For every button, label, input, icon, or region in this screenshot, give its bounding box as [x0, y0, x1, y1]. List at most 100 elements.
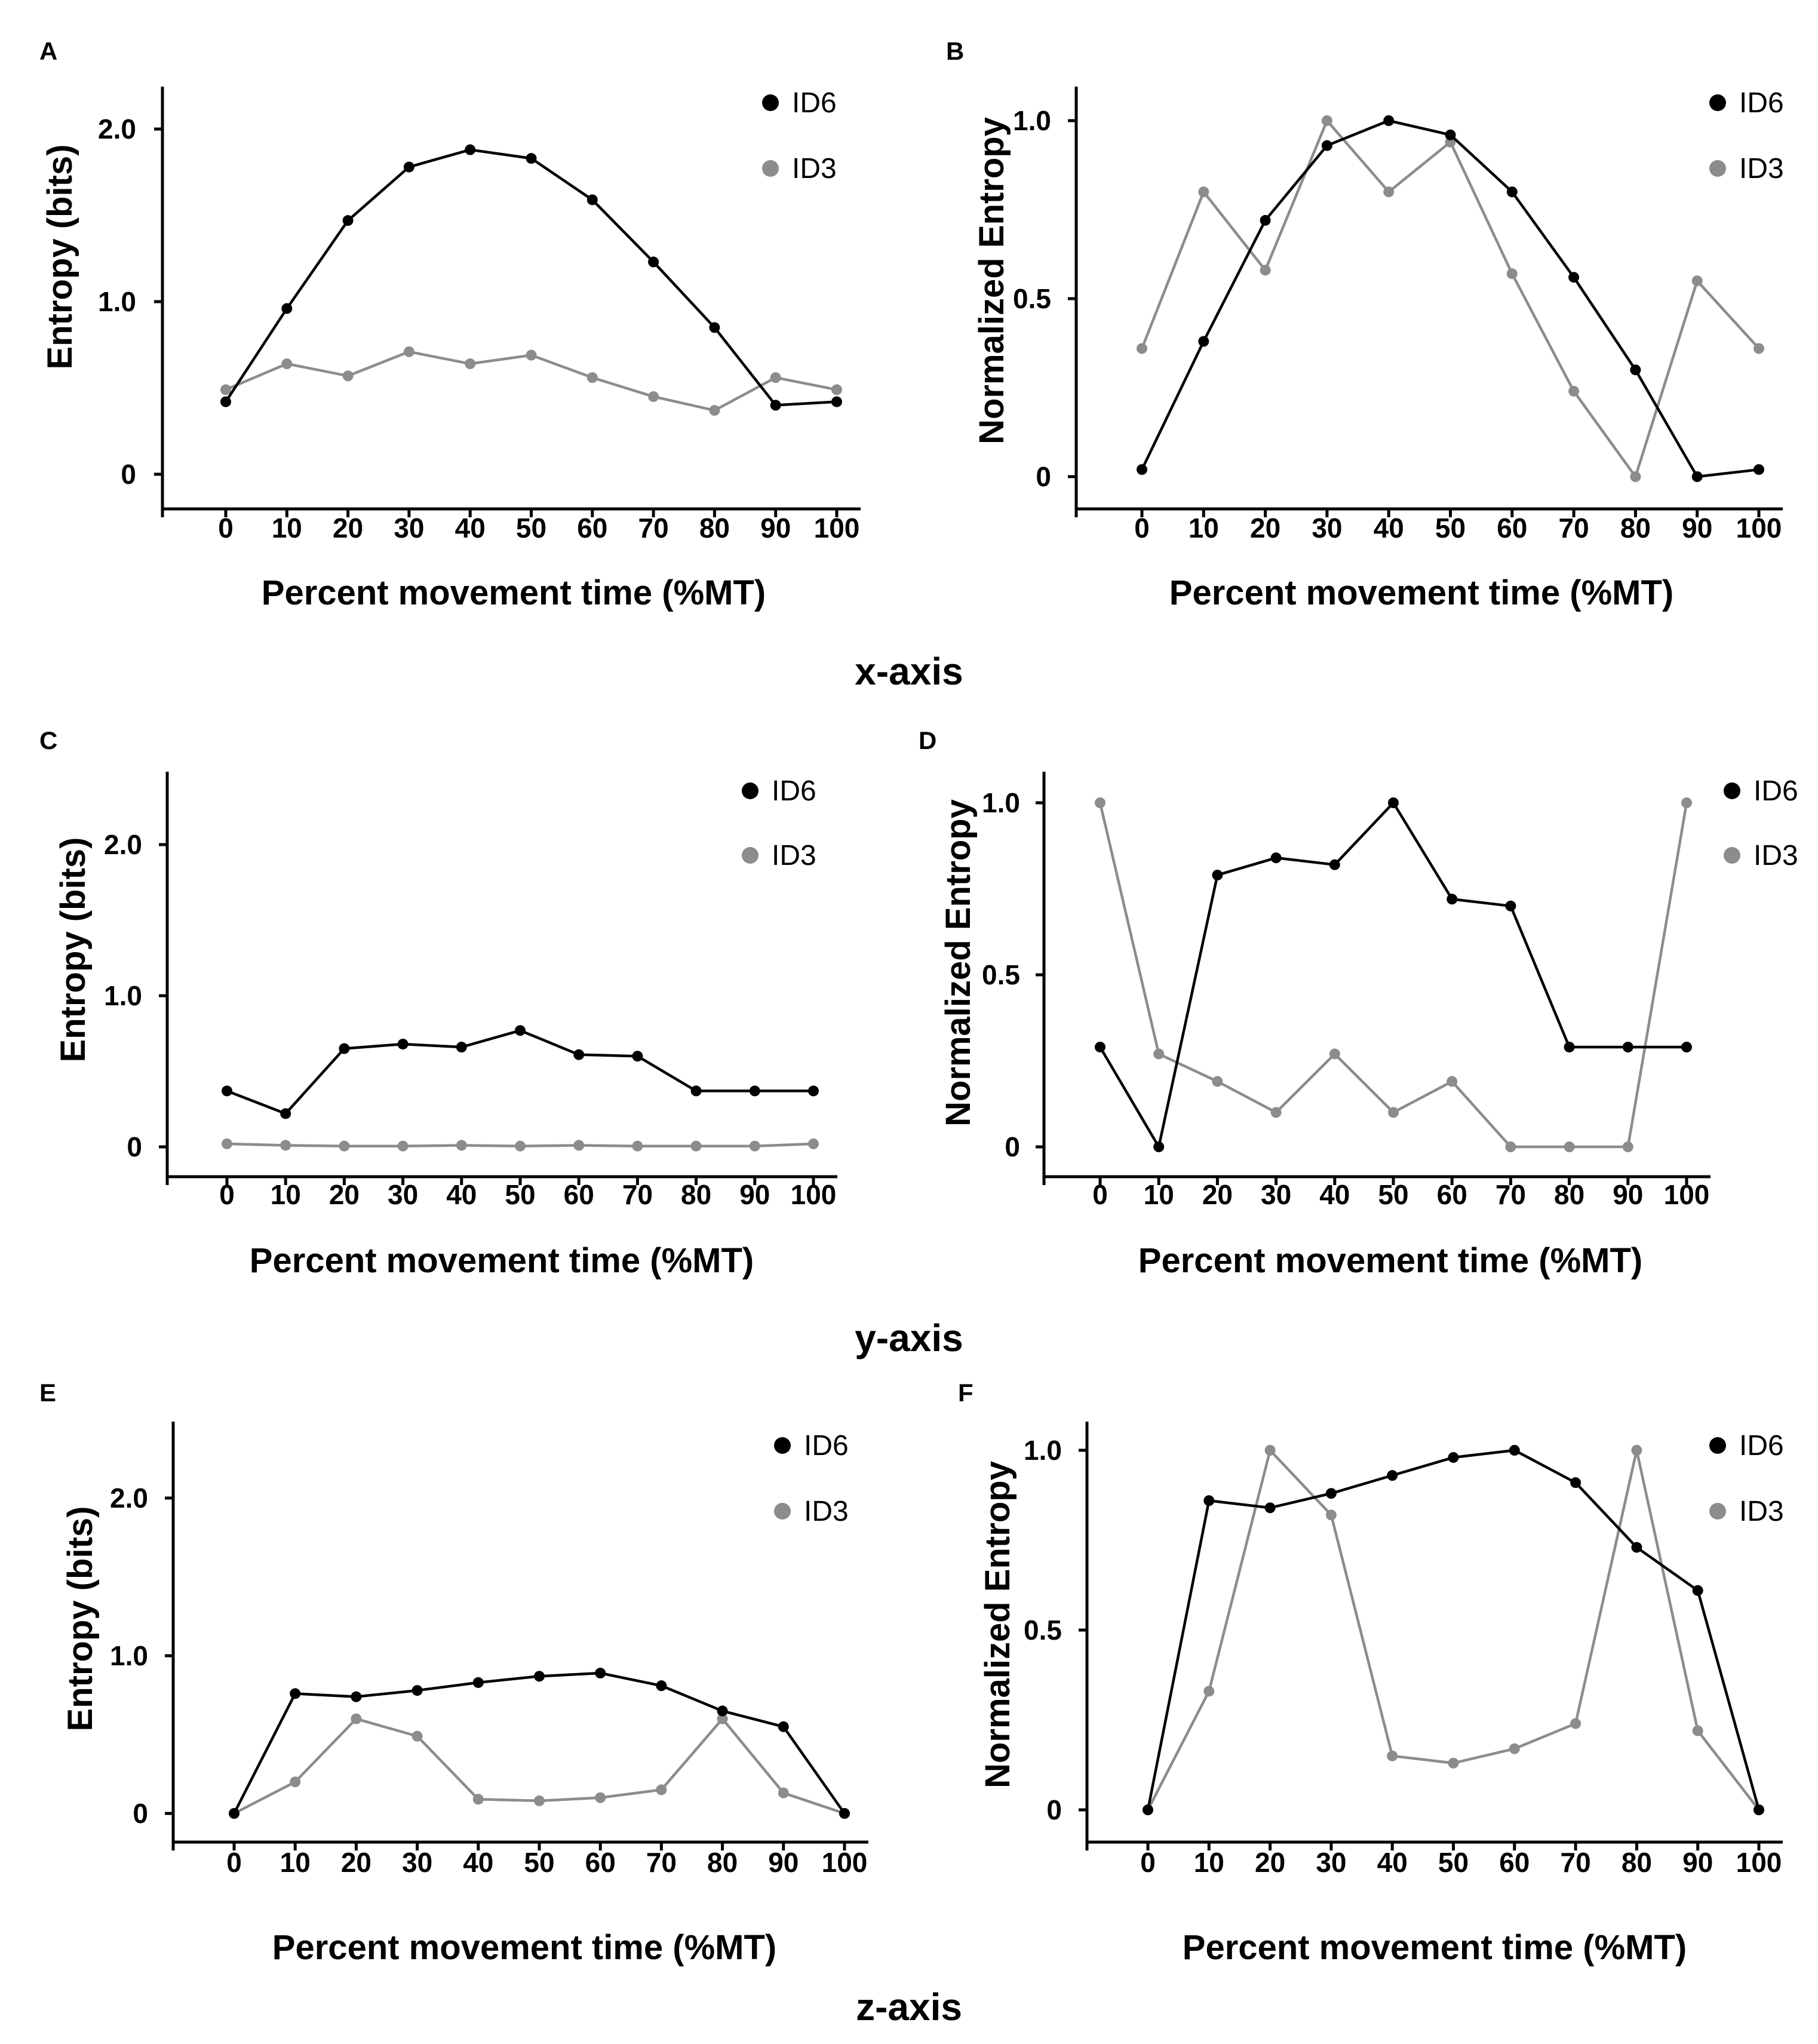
- y-tick-label: 2.0: [110, 1483, 148, 1514]
- data-point-id3: [1329, 1048, 1340, 1060]
- x-tick-label: 30: [1316, 1847, 1346, 1878]
- data-point-id6: [1387, 1470, 1398, 1481]
- legend-label-id6: ID6: [792, 87, 837, 119]
- y-tick-label: 0: [1005, 1131, 1020, 1162]
- data-point-id3: [342, 370, 354, 382]
- legend-label-id3: ID3: [804, 1496, 849, 1527]
- x-tick-label: 90: [1682, 1847, 1713, 1878]
- x-tick-label: 0: [1134, 512, 1150, 544]
- legend-label-id6: ID6: [804, 1430, 849, 1462]
- x-tick-label: 0: [1140, 1847, 1156, 1878]
- series-line-id6: [1146, 1448, 1761, 1810]
- data-point-id6: [290, 1688, 301, 1699]
- data-point-id6: [1506, 186, 1518, 198]
- data-point-id3: [778, 1787, 789, 1799]
- legend-label-id3: ID3: [772, 840, 816, 871]
- data-point-id3: [1631, 1445, 1642, 1456]
- y-axis-title: Entropy (bits): [41, 145, 79, 370]
- legend: ID6 ID3: [774, 1430, 849, 1527]
- data-point-id3: [526, 349, 537, 361]
- y-axis-title: Normalized Entropy: [972, 117, 1011, 444]
- data-point-id6: [573, 1049, 585, 1060]
- panel-letter: D: [919, 726, 936, 754]
- x-tick-label: 40: [1377, 1847, 1408, 1878]
- x-tick-label: 10: [1144, 1179, 1174, 1210]
- legend-label-id6: ID6: [772, 775, 816, 807]
- legend-label-id6: ID6: [1739, 87, 1784, 119]
- y-tick-label: 0: [121, 459, 136, 490]
- x-tick-label: 100: [791, 1179, 837, 1210]
- panel-letter: E: [39, 1379, 56, 1407]
- section-label-z-axis: z-axis: [856, 1985, 962, 2028]
- data-point-id3: [1691, 275, 1703, 287]
- x-tick-label: 30: [1312, 512, 1342, 544]
- data-point-id6: [648, 256, 659, 268]
- data-point-id3: [281, 358, 293, 370]
- panel-letter: B: [946, 37, 964, 65]
- section-label-x-axis: x-axis: [855, 650, 963, 693]
- data-point-id6: [1447, 894, 1458, 905]
- data-point-id6: [1753, 464, 1764, 475]
- data-point-id3: [1570, 1718, 1581, 1729]
- y-tick-label: 0: [133, 1798, 148, 1829]
- data-point-id6: [1153, 1141, 1165, 1152]
- data-point-id3: [1506, 268, 1518, 280]
- data-point-id3: [690, 1140, 702, 1152]
- x-tick-label: 20: [341, 1847, 371, 1878]
- data-point-id3: [1095, 797, 1105, 808]
- data-point-id6: [534, 1671, 545, 1682]
- series-line-id6: [225, 148, 837, 407]
- data-point-id3: [1447, 1076, 1458, 1087]
- data-point-id3: [1681, 797, 1692, 808]
- data-point-id6: [1691, 471, 1703, 482]
- x-tick-label: 80: [681, 1179, 711, 1210]
- data-point-id6: [1445, 129, 1456, 140]
- x-tick-label: 30: [402, 1847, 432, 1878]
- data-point-id6: [456, 1042, 467, 1053]
- data-point-id3: [1198, 186, 1209, 198]
- data-point-id6: [1692, 1585, 1703, 1596]
- legend-marker-id3: [1709, 1503, 1726, 1520]
- data-point-id3: [397, 1140, 409, 1152]
- x-tick-label: 0: [218, 512, 234, 544]
- data-point-id3: [1509, 1743, 1520, 1754]
- data-point-id6: [690, 1085, 702, 1097]
- data-point-id6: [1095, 1041, 1105, 1052]
- series-line-id3: [1098, 802, 1688, 1149]
- data-point-id6: [1505, 900, 1516, 911]
- data-point-id3: [1203, 1686, 1215, 1697]
- data-point-id6: [1203, 1495, 1215, 1506]
- series-line-id6: [1099, 801, 1687, 1149]
- data-point-id6: [831, 396, 842, 407]
- data-point-id3: [351, 1713, 362, 1724]
- y-tick-label: 1.0: [1013, 105, 1051, 136]
- y-tick-label: 1.0: [1024, 1435, 1062, 1466]
- data-point-id6: [1329, 859, 1340, 870]
- panel-e: E Entropy (bits) Percent movement time (…: [39, 1379, 868, 1967]
- x-tick-label: 80: [1622, 1847, 1652, 1878]
- data-point-id3: [403, 346, 414, 357]
- data-point-id6: [222, 1085, 232, 1097]
- x-axis-title: Percent movement time (%MT): [272, 1928, 776, 1967]
- data-point-id3: [831, 384, 842, 395]
- x-tick-label: 10: [1194, 1847, 1224, 1878]
- data-point-id6: [1681, 1041, 1692, 1052]
- data-point-id3: [1270, 1107, 1282, 1118]
- legend: ID6 ID3: [742, 775, 816, 871]
- data-point-id6: [465, 144, 476, 155]
- data-point-id6: [1570, 1477, 1581, 1489]
- data-point-id3: [1568, 385, 1580, 397]
- legend-marker-id6: [1724, 782, 1740, 799]
- x-tick-label: 80: [1554, 1179, 1584, 1210]
- data-point-id6: [632, 1051, 643, 1062]
- data-point-id3: [1321, 115, 1332, 126]
- data-point-id6: [1137, 464, 1147, 475]
- data-point-id6: [1564, 1041, 1575, 1052]
- panel-letter: A: [39, 37, 57, 65]
- data-point-id6: [220, 396, 231, 407]
- x-tick-label: 40: [446, 1179, 477, 1210]
- panel-a: A Entropy (bits) Percent movement time (…: [39, 37, 861, 612]
- data-point-id3: [1212, 1076, 1223, 1087]
- x-tick-label: 70: [638, 512, 669, 544]
- x-tick-label: 30: [1261, 1179, 1291, 1210]
